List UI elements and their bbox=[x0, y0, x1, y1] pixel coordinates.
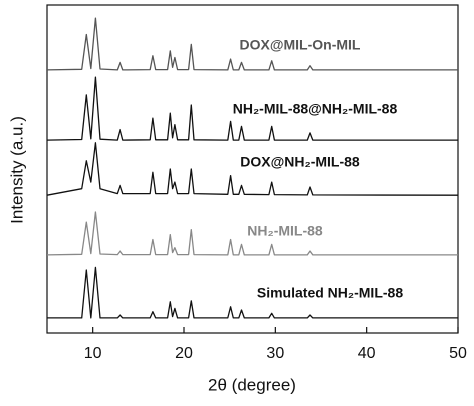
series-label: NH₂-MIL-88 bbox=[247, 223, 323, 239]
pattern-line bbox=[47, 266, 458, 319]
x-tick-label: 10 bbox=[84, 345, 102, 362]
series-label: DOX@NH₂-MIL-88 bbox=[240, 154, 360, 170]
y-axis-label: Intensity (a.u.) bbox=[7, 116, 26, 224]
plot-frame bbox=[46, 4, 459, 334]
pattern-line bbox=[46, 142, 459, 196]
x-tick-label: 40 bbox=[358, 345, 376, 362]
pattern-line bbox=[46, 76, 458, 141]
x-tick-label: 50 bbox=[449, 345, 467, 362]
x-axis-label: 2θ (degree) bbox=[208, 375, 296, 394]
x-tick-label: 20 bbox=[175, 345, 193, 362]
series-label: NH₂-MIL-88@NH₂-MIL-88 bbox=[233, 101, 398, 117]
pattern-line bbox=[46, 17, 458, 71]
series-label: Simulated NH₂-MIL-88 bbox=[257, 285, 403, 301]
pattern-line bbox=[46, 211, 458, 256]
x-tick-label: 30 bbox=[266, 345, 284, 362]
series-label: DOX@MIL-On-MIL bbox=[240, 37, 361, 53]
